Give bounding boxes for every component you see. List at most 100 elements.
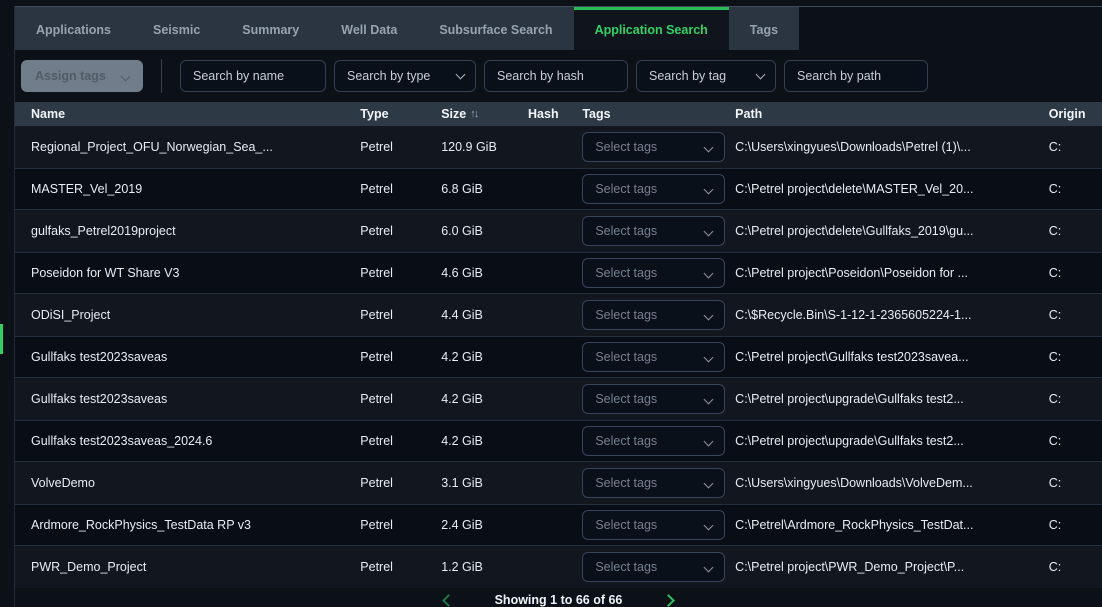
tab-well-data[interactable]: Well Data xyxy=(320,7,419,50)
chevron-down-icon xyxy=(703,184,714,194)
table-row[interactable]: VolveDemo Petrel 3.1 GiB Select tags C:\User… xyxy=(15,462,1102,504)
chevron-down-icon xyxy=(703,394,714,404)
search-input-type[interactable] xyxy=(334,60,476,92)
select-tags-placeholder: Select tags xyxy=(595,224,658,238)
search-input-hash[interactable] xyxy=(484,60,628,92)
cell-tags: Select tags xyxy=(582,510,735,540)
pagination-text: Showing 1 to 66 of 66 xyxy=(494,593,623,607)
chevron-down-icon xyxy=(703,436,714,446)
cell-size: 3.1 GiB xyxy=(441,476,483,490)
cell-tags: Select tags xyxy=(582,216,735,246)
cell-origin: C: xyxy=(1048,350,1062,364)
cell-origin: C: xyxy=(1048,308,1062,322)
assign-tags-label: Assign tags xyxy=(35,69,106,83)
cell-tags: Select tags xyxy=(582,132,735,162)
select-tags-dropdown[interactable]: Select tags xyxy=(582,132,726,162)
select-tags-dropdown[interactable]: Select tags xyxy=(582,216,726,246)
select-tags-placeholder: Select tags xyxy=(595,434,658,448)
cell-origin: C: xyxy=(1048,476,1062,490)
cell-size: 120.9 GiB xyxy=(441,140,497,154)
table-row[interactable]: MASTER_Vel_2019 Petrel 6.8 GiB Select tags C… xyxy=(15,168,1102,210)
table-row[interactable]: PWR_Demo_Project Petrel 1.2 GiB Select tags… xyxy=(15,546,1102,588)
cell-type: Petrel xyxy=(360,518,393,532)
tab-seismic[interactable]: Seismic xyxy=(132,7,222,50)
select-tags-dropdown[interactable]: Select tags xyxy=(582,174,726,204)
sort-icon: ↑↓ xyxy=(470,108,479,120)
assign-tags-button[interactable]: Assign tags xyxy=(21,60,143,92)
chevron-down-icon xyxy=(703,310,714,320)
search-input-path[interactable] xyxy=(784,60,928,92)
cell-name: Poseidon for WT Share V3 xyxy=(31,266,180,280)
select-tags-placeholder: Select tags xyxy=(595,392,658,406)
cell-type: Petrel xyxy=(360,182,393,196)
chevron-down-icon xyxy=(120,71,131,81)
application-search-panel: Applications Seismic Summary Well Data Subsu… xyxy=(14,6,1102,607)
tab-applications[interactable]: Applications xyxy=(15,7,133,50)
select-tags-dropdown[interactable]: Select tags xyxy=(582,552,726,582)
select-tags-dropdown[interactable]: Select tags xyxy=(582,426,726,456)
select-tags-dropdown[interactable]: Select tags xyxy=(582,342,726,372)
cell-origin: C: xyxy=(1048,140,1062,154)
select-tags-dropdown[interactable]: Select tags xyxy=(582,384,726,414)
cell-path: C:\Petrel project\upgrade\Gullfaks test2… xyxy=(735,392,964,406)
filter-input-name xyxy=(180,60,326,92)
cell-size: 6.0 GiB xyxy=(441,224,483,238)
tab-application-search[interactable]: Application Search xyxy=(573,7,729,50)
table-row[interactable]: Gullfaks test2023saveas Petrel 4.2 GiB Sele… xyxy=(15,336,1102,378)
column-header-path: Path xyxy=(735,107,763,121)
cell-name: gulfaks_Petrel2019project xyxy=(31,224,176,238)
cell-type: Petrel xyxy=(360,266,393,280)
cell-tags: Select tags xyxy=(582,258,735,288)
cell-size: 2.4 GiB xyxy=(441,518,483,532)
cell-origin: C: xyxy=(1048,266,1062,280)
column-header-size[interactable]: Size ↑↓ xyxy=(441,107,479,121)
cell-size: 1.2 GiB xyxy=(441,560,483,574)
cell-path: C:\Petrel project\Poseidon\Poseidon for … xyxy=(735,266,968,280)
table-row[interactable]: ODiSI_Project Petrel 4.4 GiB Select tags C:\… xyxy=(15,294,1102,336)
cell-type: Petrel xyxy=(360,350,393,364)
select-tags-placeholder: Select tags xyxy=(595,266,658,280)
cell-type: Petrel xyxy=(360,308,393,322)
table-row[interactable]: Gullfaks test2023saveas_2024.6 Petrel 4.2 … xyxy=(15,420,1102,462)
cell-path: C:\Petrel project\PWR_Demo_Project\P... xyxy=(735,560,965,574)
chevron-left-icon[interactable] xyxy=(441,593,455,607)
cell-size: 4.6 GiB xyxy=(441,266,483,280)
chevron-down-icon xyxy=(703,268,714,278)
table-row[interactable]: Ardmore_RockPhysics_TestData RP v3 Petrel… xyxy=(15,504,1102,546)
tab-summary[interactable]: Summary xyxy=(221,7,321,50)
cell-tags: Select tags xyxy=(582,300,735,330)
select-tags-dropdown[interactable]: Select tags xyxy=(582,510,726,540)
select-tags-dropdown[interactable]: Select tags xyxy=(582,300,726,330)
cell-origin: C: xyxy=(1048,182,1062,196)
cell-origin: C: xyxy=(1048,392,1062,406)
cell-path: C:\Petrel project\delete\Gullfaks_2019\g… xyxy=(735,224,974,238)
table-row[interactable]: Regional_Project_OFU_Norwegian_Sea_... Pe… xyxy=(15,126,1102,168)
select-tags-dropdown[interactable]: Select tags xyxy=(582,258,726,288)
cell-size: 4.4 GiB xyxy=(441,308,483,322)
cell-name: PWR_Demo_Project xyxy=(31,560,147,574)
column-header-origin: Origin xyxy=(1048,107,1086,121)
select-tags-dropdown[interactable]: Select tags xyxy=(582,468,726,498)
cell-type: Petrel xyxy=(360,392,393,406)
scroll-position-indicator xyxy=(0,324,3,354)
table-row[interactable]: gulfaks_Petrel2019project Petrel 6.0 GiB Se… xyxy=(15,210,1102,252)
table-row[interactable]: Gullfaks test2023saveas Petrel 4.2 GiB Sele… xyxy=(15,378,1102,420)
table-body: Regional_Project_OFU_Norwegian_Sea_... Pe… xyxy=(15,126,1102,588)
cell-size: 4.2 GiB xyxy=(441,392,483,406)
cell-tags: Select tags xyxy=(582,174,735,204)
chevron-right-icon[interactable] xyxy=(662,593,676,607)
chevron-down-icon xyxy=(703,142,714,152)
cell-tags: Select tags xyxy=(582,342,735,372)
cell-size: 6.8 GiB xyxy=(441,182,483,196)
tab-tags[interactable]: Tags xyxy=(728,7,800,50)
cell-name: ODiSI_Project xyxy=(31,308,111,322)
table-row[interactable]: Poseidon for WT Share V3 Petrel 4.6 GiB Sel… xyxy=(15,252,1102,294)
tab-subsurface-search[interactable]: Subsurface Search xyxy=(418,7,574,50)
tab-bar: Applications Seismic Summary Well Data Subsu… xyxy=(15,6,1102,50)
cell-name: MASTER_Vel_2019 xyxy=(31,182,143,196)
search-input-name[interactable] xyxy=(180,60,326,92)
cell-tags: Select tags xyxy=(582,384,735,414)
search-input-tag[interactable] xyxy=(636,60,776,92)
divider xyxy=(161,59,162,93)
chevron-down-icon xyxy=(703,478,714,488)
